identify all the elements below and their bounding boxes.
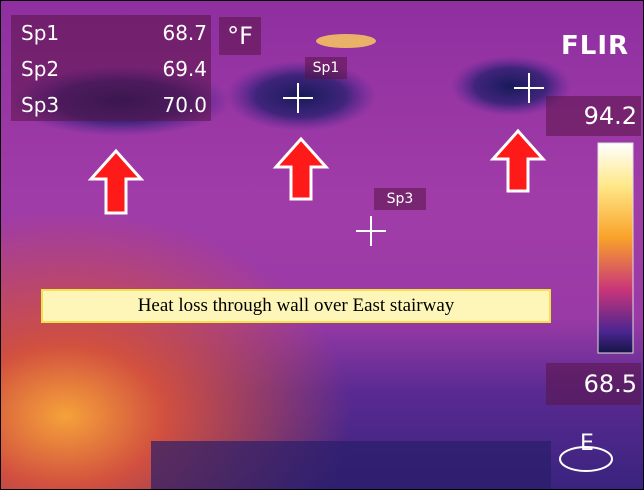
scale-min: 68.5 — [546, 363, 641, 405]
railing — [151, 441, 551, 489]
marker-label: Sp1 — [305, 57, 347, 79]
spot-value: 70.0 — [111, 91, 207, 119]
mode: E — [576, 431, 598, 456]
arrows — [91, 131, 543, 213]
spot-name: Sp1 — [21, 19, 59, 47]
light — [316, 34, 376, 48]
arrow — [493, 131, 543, 191]
arrow — [91, 151, 141, 213]
unit: °F — [219, 17, 261, 55]
marker-label: Sp3 — [374, 188, 426, 210]
thermal-image: Sp1 68.7 Sp2 69.4 Sp3 70.0 °F Sp1 Sp3 FLIR 94… — [0, 0, 644, 490]
spot-value: 68.7 — [111, 19, 207, 47]
spot-name: Sp2 — [21, 55, 59, 83]
arrow — [276, 139, 326, 199]
cold-spot — [226, 61, 376, 131]
brand-logo: FLIR — [561, 31, 629, 61]
color-scale — [598, 143, 633, 353]
crosshair — [356, 216, 386, 246]
spot-name: Sp3 — [21, 91, 59, 119]
caption: Heat loss through wall over East stairwa… — [41, 289, 551, 323]
spot-value: 69.4 — [111, 55, 207, 83]
scale-max: 94.2 — [546, 96, 641, 136]
